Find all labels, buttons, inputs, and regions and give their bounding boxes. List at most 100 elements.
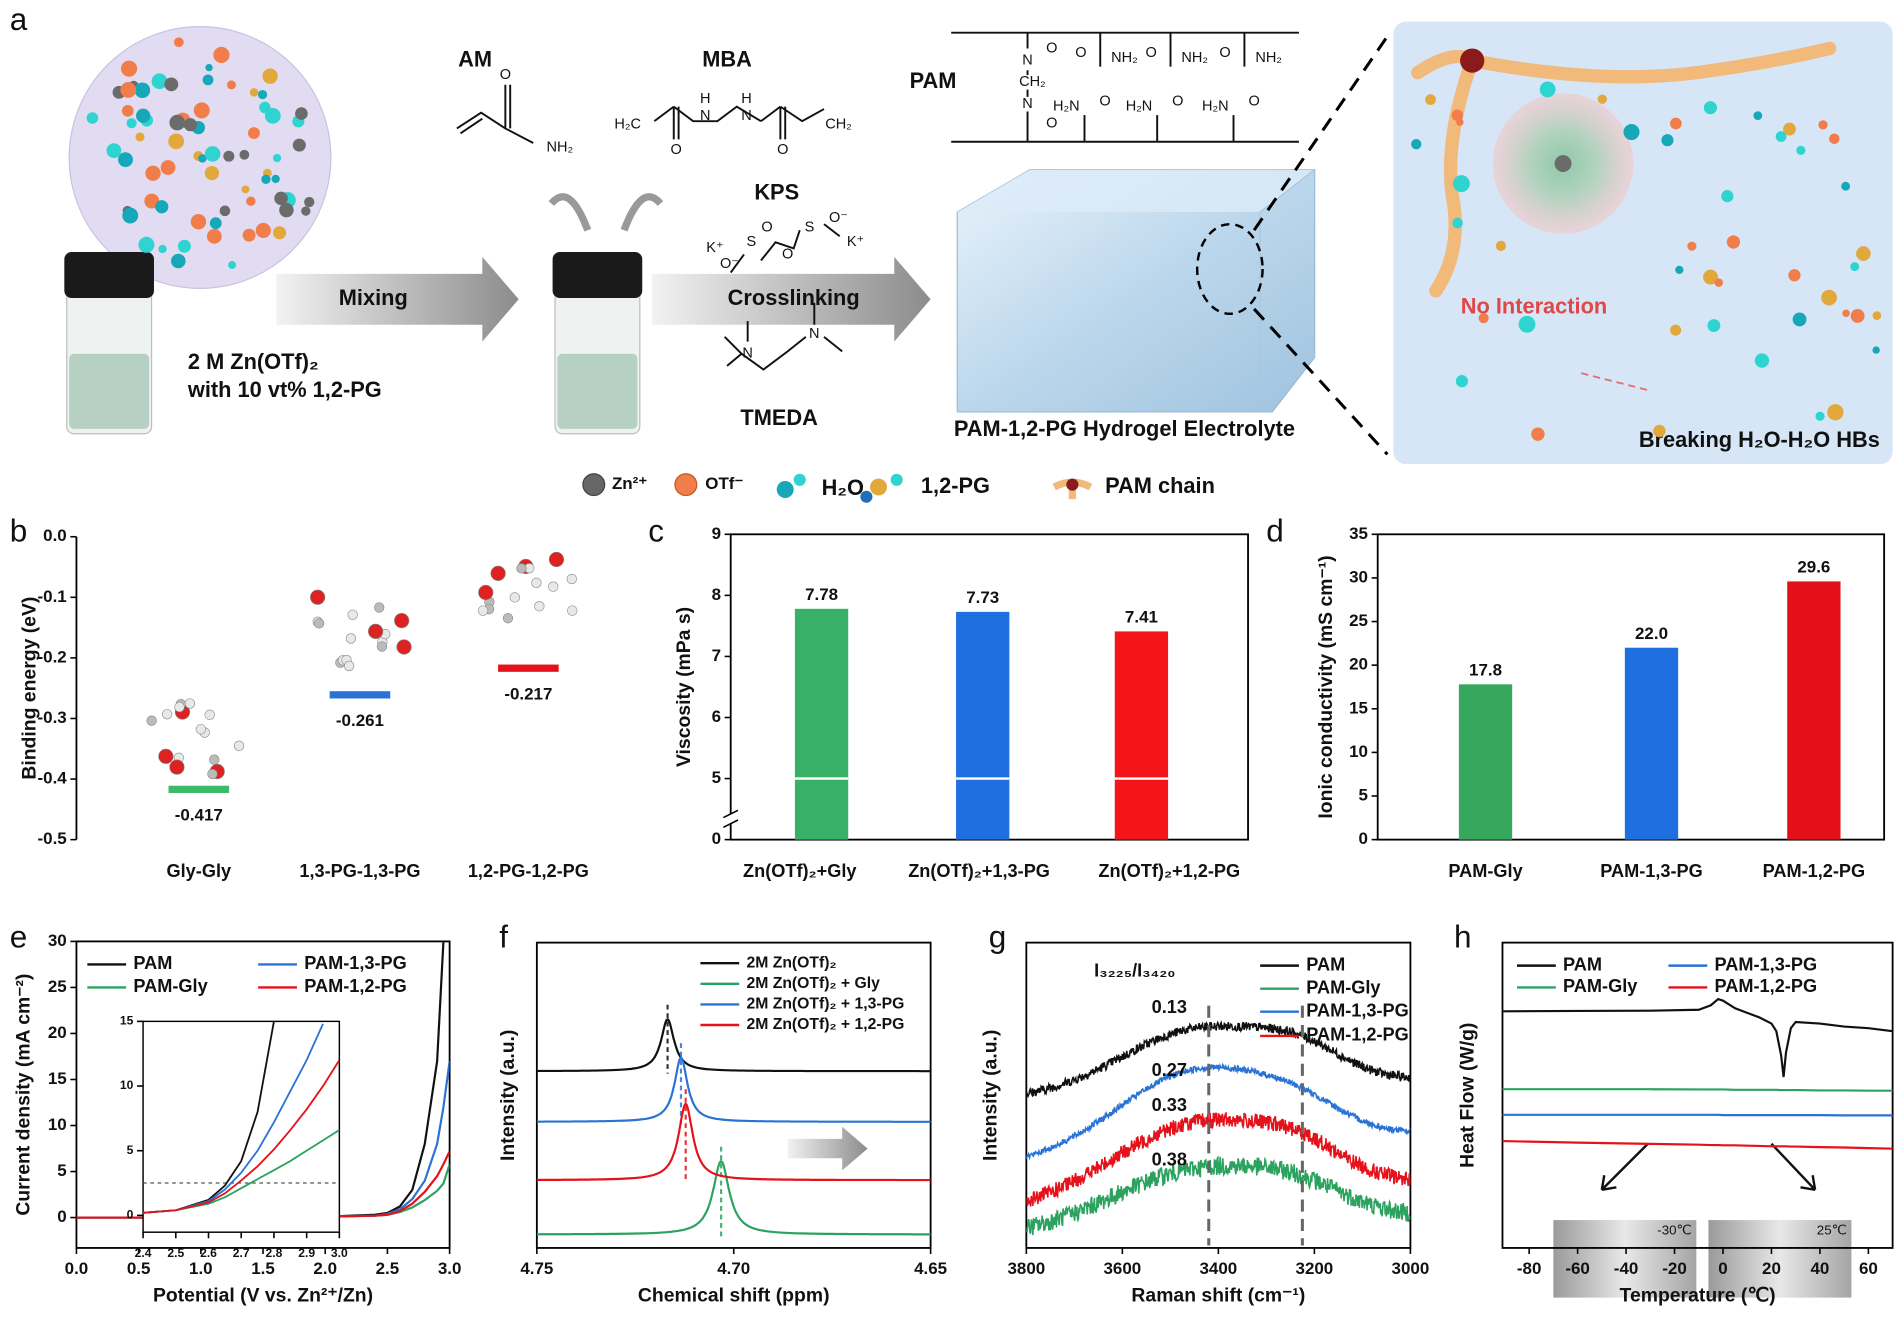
molecule-atom <box>205 63 213 72</box>
molecule-atom <box>1452 217 1463 229</box>
vial <box>64 252 154 435</box>
x-tick-label: 4.75 <box>520 1259 553 1278</box>
value-label: -0.417 <box>175 805 223 824</box>
molecule-atom <box>202 74 214 86</box>
molecule-atom <box>262 68 278 84</box>
atom-label: H₂N <box>1053 98 1080 114</box>
molecule-atom <box>264 107 281 124</box>
molecule-atom <box>368 623 384 639</box>
y-tick-label: 15 <box>120 1014 134 1028</box>
zoom-line <box>1252 35 1389 232</box>
plot-frame <box>1501 941 1894 1249</box>
molecule-atom <box>174 701 185 713</box>
x-tick-label: 1.5 <box>251 1259 275 1278</box>
reagent-label: KPS <box>754 180 799 205</box>
molecule-atom <box>1783 122 1796 136</box>
x-tick-label: 1.0 <box>189 1259 213 1278</box>
y-axis-label: Intensity (a.u.) <box>497 1030 519 1161</box>
sk-am <box>456 31 1299 371</box>
x-tick-label: 0.5 <box>127 1259 151 1278</box>
molecule-atom <box>271 174 280 184</box>
molecule-atom <box>86 112 99 124</box>
reagent-label: TMEDA <box>740 405 818 430</box>
x-tick-label: 2.7 <box>233 1246 250 1260</box>
spectrum <box>536 1056 931 1123</box>
x-tick-label: 2.8 <box>266 1246 283 1260</box>
map-legend <box>582 473 1093 503</box>
molecule-atom <box>121 60 138 77</box>
step-label: Crosslinking <box>728 285 860 310</box>
y-tick-label: 7 <box>712 646 721 665</box>
panel-letter: d <box>1266 512 1284 548</box>
molecule-atom <box>120 82 137 98</box>
legend-label: PAM-1,3-PG <box>304 953 407 973</box>
series-line <box>1502 1088 1893 1092</box>
molecule-atom <box>155 200 169 214</box>
spectrum <box>536 1102 931 1182</box>
atom-label: O <box>500 67 511 83</box>
legend-label: PAM-Gly <box>133 976 207 996</box>
legend-label: PAM chain <box>1105 473 1215 498</box>
atom-label: O <box>1099 94 1110 110</box>
y-tick-label: 6 <box>712 707 721 726</box>
annotation: I₃₂₂₅/I₃₄₂₀ <box>1094 960 1175 980</box>
atom-label: O <box>1172 94 1183 110</box>
x-axis-label: Raman shift (cm⁻¹) <box>1131 1285 1305 1307</box>
molecule-atom <box>272 226 287 240</box>
y-tick-label: 35 <box>1349 524 1368 543</box>
molecule-atom <box>1827 404 1844 421</box>
product-label: PAM-1,2-PG Hydrogel Electrolyte <box>954 416 1295 441</box>
atom-label: CH₂ <box>1019 74 1046 90</box>
energy-level <box>498 664 559 672</box>
molecule-atom <box>313 618 325 629</box>
molecule-atom <box>566 573 577 585</box>
atom-label: NH₂ <box>1181 50 1208 66</box>
x-tick-label: 3000 <box>1392 1259 1430 1278</box>
molecule-atom <box>135 132 145 142</box>
molecule-atom <box>1821 289 1837 306</box>
legend-label: PAM-1,2-PG <box>304 976 407 996</box>
molecule-atom <box>1841 181 1851 191</box>
molecule-atom <box>374 602 385 613</box>
atom-label: O <box>1046 40 1057 56</box>
legend-label: H₂O <box>822 475 864 500</box>
molecule-atom <box>207 768 218 780</box>
atom-label: NH₂ <box>1255 50 1282 66</box>
molecule-atom <box>118 152 133 168</box>
ratio-label: 0.13 <box>1152 997 1187 1017</box>
legend-label: 2M Zn(OTf)₂ <box>746 954 836 971</box>
y-tick-label: 5 <box>57 1161 66 1180</box>
molecule-atom <box>219 205 231 217</box>
molecule-atom <box>249 88 259 97</box>
atom-label: S <box>746 234 756 250</box>
molecule-atom <box>195 724 206 735</box>
reagent-label: AM <box>458 46 492 71</box>
molecule-atom <box>1775 131 1787 142</box>
molecule-atom <box>122 207 139 224</box>
molecule-atom <box>255 222 271 239</box>
atom-label: H <box>700 91 710 107</box>
x-tick-label: PAM-1,3-PG <box>1600 861 1703 881</box>
molecule-atom <box>396 639 412 655</box>
molecule-atom <box>301 206 311 216</box>
bar <box>1624 647 1679 840</box>
y-tick-label: -0.2 <box>38 647 67 666</box>
legend-label: PAM-1,2-PG <box>1306 1025 1409 1045</box>
molecule-atom <box>1818 120 1828 130</box>
x-tick-label: 3.0 <box>331 1246 348 1260</box>
molecule-atom <box>209 754 220 765</box>
solution-label: with 10 vt% 1,2-PG <box>187 377 382 402</box>
molecule-atom <box>1478 313 1489 324</box>
x-tick-label: 3600 <box>1103 1259 1141 1278</box>
y-tick-label: 30 <box>48 931 67 950</box>
molecule-atom <box>295 107 308 120</box>
legend-label: 1,2-PG <box>921 473 990 498</box>
molecule-atom <box>478 584 494 601</box>
x-axis-label: Temperature (℃) <box>1620 1285 1776 1307</box>
atom-label: N <box>700 108 710 124</box>
molecule-atom <box>1670 117 1682 130</box>
panel-letter: b <box>10 512 28 548</box>
y-axis-label: Heat Flow (W/g) <box>1457 1023 1479 1168</box>
legend-label: PAM-Gly <box>1563 976 1637 996</box>
molecule-atom <box>193 102 210 119</box>
